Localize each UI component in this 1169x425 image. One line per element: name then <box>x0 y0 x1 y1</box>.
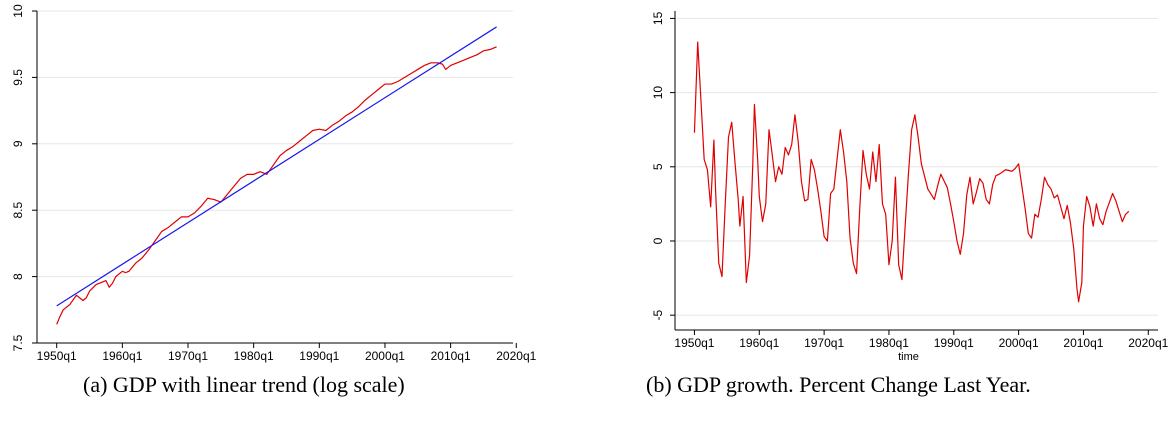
caption-a: (a) GDP with linear trend (log scale) <box>83 372 405 397</box>
series-line-actual <box>693 41 1130 303</box>
series-line-actual <box>56 46 497 325</box>
x-tick-label: 1950q1 <box>674 336 714 350</box>
x-tick-label: 2010q1 <box>1063 336 1103 350</box>
x-axis-title: time <box>898 351 919 363</box>
y-tick-label: 10 <box>651 86 665 100</box>
series-line-trend <box>56 26 497 307</box>
y-tick-label: 10 <box>11 4 25 18</box>
x-tick-label: 2020q1 <box>1128 336 1168 350</box>
x-tick-label: 1970q1 <box>804 336 844 350</box>
x-tick-label: 2020q1 <box>496 349 536 363</box>
chart-gdp-log-trend: 7.5 8 8.5 9 9.5 10 1950q1 1960q1 1970q1 1980q1 199… <box>11 4 537 363</box>
y-tick-label: 0 <box>651 237 665 244</box>
x-tick-label: 2000q1 <box>365 349 405 363</box>
y-tick-label: 5 <box>651 163 665 170</box>
x-tick-label: 1980q1 <box>234 349 274 363</box>
y-tick-label: 9.5 <box>11 69 25 86</box>
x-tick-label: 2010q1 <box>431 349 471 363</box>
y-tick-label: -5 <box>651 310 665 321</box>
y-tick-label: 9 <box>11 140 25 147</box>
x-tick-label: 1960q1 <box>739 336 779 350</box>
y-tick-label: 8 <box>11 273 25 280</box>
x-tick-label: 1960q1 <box>102 349 142 363</box>
y-tick-label: 8.5 <box>11 202 25 219</box>
x-tick-label: 1990q1 <box>934 336 974 350</box>
caption-b: (b) GDP growth. Percent Change Last Year… <box>646 372 1031 397</box>
x-tick-label: 1990q1 <box>299 349 339 363</box>
y-tick-label: 7.5 <box>11 334 25 351</box>
x-tick-label: 1980q1 <box>869 336 909 350</box>
chart-gdp-growth: -5 0 5 10 15 1950q1 1960q1 1970q1 1980q1 1990q1 20… <box>651 11 1169 363</box>
x-tick-label: 1970q1 <box>168 349 208 363</box>
y-tick-label: 15 <box>651 11 665 25</box>
x-tick-label: 1950q1 <box>37 349 77 363</box>
x-tick-label: 2000q1 <box>999 336 1039 350</box>
